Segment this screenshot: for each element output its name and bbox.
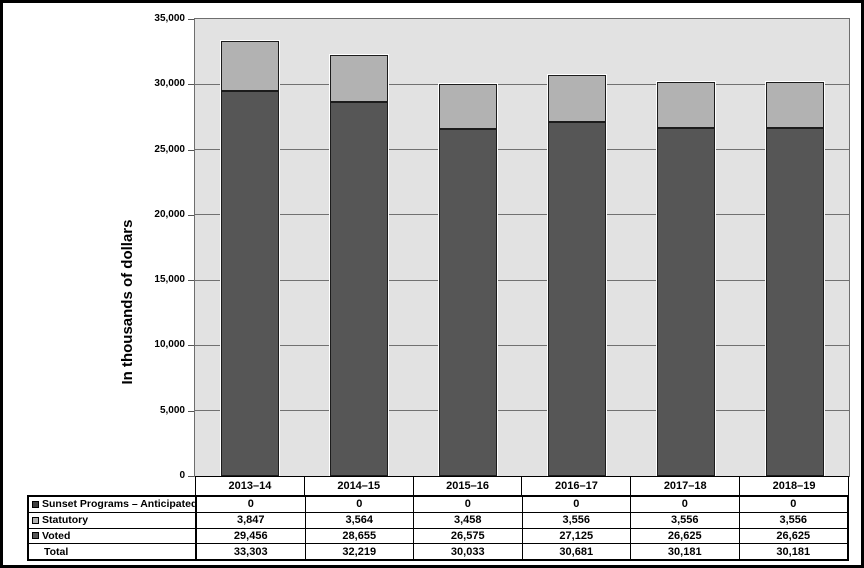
y-tick-label: 15,000	[154, 274, 185, 286]
y-tick-label: 20,000	[154, 208, 185, 220]
year-header-row: 2013–14 2014–15 2015–16 2016–17 2017–18 2018–…	[195, 476, 849, 496]
y-tick-label: 10,000	[154, 339, 185, 351]
value-cell: 0	[523, 497, 631, 512]
table-row: Voted 29,456 28,655 26,575 27,125 26,625 26,62…	[29, 528, 847, 545]
row-label-text: Statutory	[42, 514, 89, 527]
year-header-cell: 2016–17	[522, 476, 632, 496]
value-cell: 3,564	[306, 512, 414, 528]
row-label-text: Sunset Programs – Anticipated	[42, 498, 197, 511]
y-tick-label: 30,000	[154, 78, 185, 90]
bar-segment-statutory	[547, 75, 606, 122]
value-cell: 26,625	[776, 529, 811, 542]
y-tick-label: 5,000	[159, 404, 185, 416]
bar-2014–15	[329, 55, 388, 476]
value-cell: 0	[306, 497, 414, 512]
bar-2016–17	[547, 75, 606, 476]
legend-key-icon	[32, 532, 39, 540]
table-row: Total 33,303 32,219 30,033 30,681 30,181 30,18…	[29, 544, 847, 559]
gridline	[195, 410, 849, 412]
row-label-text: Total	[44, 545, 69, 558]
value-cell: 0	[631, 497, 740, 512]
row-label-text: Voted	[42, 529, 71, 542]
y-tick-mark	[188, 280, 194, 282]
bar-2018–19	[765, 81, 824, 476]
y-tick-label: 0	[179, 470, 185, 481]
bar-2015–16	[438, 83, 497, 476]
value-cell: 3,556	[779, 514, 808, 527]
table-row: Statutory 3,847 3,564 3,458 3,556 3,556 3,556	[29, 512, 847, 529]
bar-segment-statutory	[765, 81, 824, 129]
data-table: Sunset Programs – Anticipated 0 0 0 0 0 0 Statu…	[27, 495, 849, 561]
year-header-cell: 2017–18	[631, 476, 741, 496]
bar-segment-voted	[438, 129, 497, 476]
value-cell: 0	[414, 497, 523, 512]
y-tick-mark	[188, 19, 194, 20]
bar-segment-voted	[765, 128, 824, 476]
bar-2013–14	[220, 41, 279, 476]
row-label: Voted	[29, 528, 197, 544]
gridline	[195, 149, 849, 151]
year-header-cell: 2015–16	[413, 476, 523, 496]
year-header-cell: 2013–14	[195, 476, 305, 496]
value-cell: 32,219	[306, 544, 414, 559]
y-tick-mark	[188, 84, 194, 86]
value-cell: 0	[790, 498, 797, 511]
legend-key-icon	[32, 500, 39, 508]
bar-2017–18	[656, 81, 715, 476]
y-tick-mark	[188, 214, 194, 216]
gridline	[195, 83, 849, 85]
bar-segment-statutory	[438, 83, 497, 130]
row-label: Statutory	[29, 512, 197, 528]
gridline	[195, 279, 849, 281]
value-cell: 30,681	[523, 544, 631, 559]
value-cell: 3,556	[631, 512, 740, 528]
gridline	[195, 344, 849, 346]
legend-key-icon	[32, 516, 39, 524]
value-cell: 3,458	[414, 512, 523, 528]
value-cell: 3,556	[523, 512, 631, 528]
value-cell: 30,033	[414, 544, 523, 559]
table-row: Sunset Programs – Anticipated 0 0 0 0 0 0	[29, 497, 847, 513]
y-tick-mark	[188, 476, 194, 477]
y-tick-label: 35,000	[154, 13, 185, 24]
bar-segment-voted	[329, 101, 388, 476]
year-header-cell: 2014–15	[304, 476, 414, 496]
value-cell: 28,655	[306, 528, 414, 544]
value-cell: 27,125	[523, 528, 631, 544]
y-tick-mark	[188, 410, 194, 412]
value-cell: 33,303	[197, 544, 306, 559]
bar-segment-voted	[220, 91, 279, 476]
y-tick-mark	[188, 149, 194, 151]
plot-area	[194, 18, 850, 477]
row-label: Total	[29, 544, 197, 559]
y-tick-mark	[188, 345, 194, 347]
year-header-cell: 2018–19	[740, 476, 849, 496]
bar-segment-statutory	[329, 55, 388, 102]
value-cell: 0	[197, 497, 306, 512]
bar-segment-statutory	[220, 41, 279, 92]
y-tick-label: 25,000	[154, 143, 185, 155]
value-cell: 26,575	[414, 528, 523, 544]
bar-segment-statutory	[656, 81, 715, 129]
value-cell: 30,181	[631, 544, 740, 559]
bar-segment-voted	[656, 128, 715, 476]
gridline	[195, 214, 849, 216]
value-cell: 3,847	[197, 512, 306, 528]
value-cell: 29,456	[197, 528, 306, 544]
row-label: Sunset Programs – Anticipated	[29, 497, 197, 512]
bar-segment-voted	[547, 121, 606, 476]
value-cell: 30,181	[776, 545, 811, 558]
value-cell: 26,625	[631, 528, 740, 544]
